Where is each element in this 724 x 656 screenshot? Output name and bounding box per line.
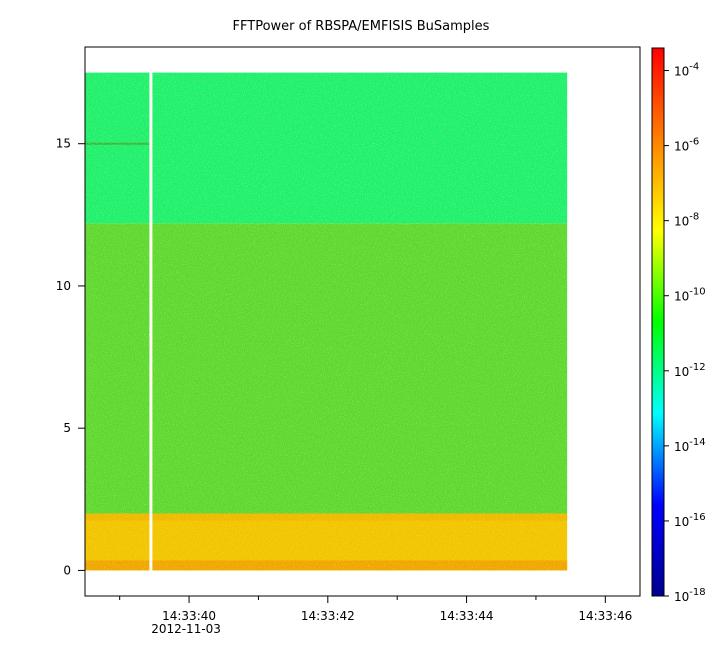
band-texture-0 — [85, 513, 568, 571]
spectrogram-noise — [85, 72, 568, 571]
colorbar-axis: 10-4 10-6 10-8 10-10 10-12 10-14 10-16 10-18 — [664, 62, 706, 604]
colorbar-tick-label-7: 10-18 — [674, 587, 706, 604]
colorbar-tick-label-5: 10-14 — [674, 437, 706, 454]
colorbar-tick-label-2: 10-8 — [674, 212, 699, 229]
colorbar-tick-label-6: 10-16 — [674, 512, 706, 529]
y-tick-label-3: 15 — [56, 137, 71, 151]
y-tick-label-0: 0 — [63, 563, 71, 577]
plot-frame — [84, 46, 641, 597]
colorbar-tick-label-1: 10-6 — [674, 137, 699, 154]
x-tick-label-3: 14:33:46 — [578, 609, 632, 623]
band-texture-1 — [85, 223, 568, 514]
colorbar-tick-label-0: 10-4 — [674, 62, 699, 79]
colorbar-tick-label-4: 10-12 — [674, 362, 706, 379]
x-tick-label-2: 14:33:44 — [440, 609, 494, 623]
x-tick-label-0: 14:33:40 — [162, 609, 216, 623]
x-tick-sublabel-0: 2012-11-03 — [151, 622, 221, 636]
y-tick-label-1: 5 — [63, 421, 71, 435]
y-tick-label-2: 10 — [56, 279, 71, 293]
y-axis: 0 5 10 15 — [56, 137, 85, 577]
colorbar-tick-label-3: 10-10 — [674, 287, 706, 304]
colorbar — [651, 47, 665, 597]
x-tick-label-1: 14:33:42 — [301, 609, 355, 623]
band-texture-2 — [85, 72, 568, 224]
chart-title: FFTPower of RBSPA/EMFISIS BuSamples — [233, 19, 490, 34]
